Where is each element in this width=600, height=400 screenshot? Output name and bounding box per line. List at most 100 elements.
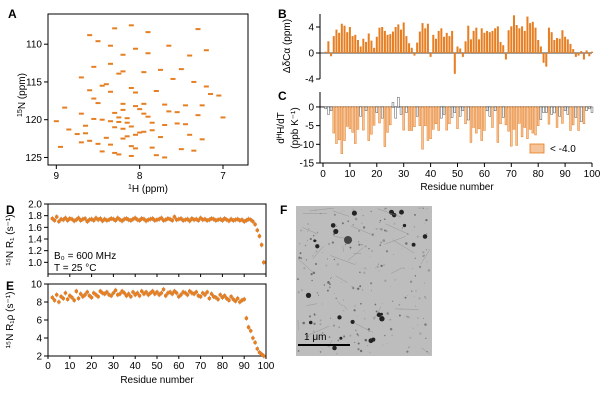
cα-shift-bar (330, 53, 333, 57)
r1rho-data-point (227, 298, 231, 303)
temp-coefficient-bar (351, 106, 354, 133)
tem-speck (367, 268, 369, 271)
tem-speck (361, 222, 363, 225)
temp-coefficient-bar (485, 106, 489, 111)
cα-shift-bar (340, 23, 343, 53)
panel-a-xlabel-sup: 1 (128, 184, 132, 191)
tem-speck (359, 271, 361, 274)
r1rho-data-point (216, 297, 220, 302)
hsqc-peak (120, 102, 126, 105)
r1rho-data-point (203, 293, 207, 297)
hsqc-peak (83, 132, 88, 135)
r1-data-point (253, 222, 257, 227)
cα-shift-bar (424, 28, 427, 53)
tem-speck (375, 310, 378, 313)
r1rho-data-point (70, 295, 74, 300)
r1rho-data-point (246, 325, 251, 330)
tem-speck (306, 239, 308, 241)
cα-shift-bar (453, 53, 456, 74)
hsqc-peak (178, 68, 184, 71)
r1rho-data-point (255, 347, 260, 351)
panel-c-legend-swatch (529, 143, 545, 154)
tem-speck (355, 262, 357, 264)
r1rho-data-point (85, 290, 90, 294)
temp-coefficient-bar (577, 106, 580, 131)
tem-particle (333, 228, 339, 234)
tem-speck (362, 309, 365, 312)
r1-ytick-label: 1.8 (28, 211, 42, 222)
temp-coefficient-bar (563, 106, 567, 111)
tem-speck (369, 255, 371, 257)
cα-shift-bar (558, 38, 561, 53)
hsqc-peak (99, 118, 105, 121)
tem-speck (360, 326, 363, 329)
tem-fibril (420, 248, 431, 265)
tem-speck (307, 336, 309, 338)
cα-shift-bar (464, 41, 467, 53)
temp-coefficient-bar (397, 96, 400, 108)
tem-fibril (335, 275, 348, 283)
cα-shift-bar (354, 34, 357, 53)
hsqc-peak (170, 77, 176, 80)
temp-coefficient-bar (542, 106, 545, 113)
hsqc-peak (120, 108, 126, 111)
r1rho-data-point (161, 287, 166, 292)
hsqc-peak (99, 84, 105, 87)
tem-speck (303, 267, 306, 270)
r1-data-point (255, 228, 260, 233)
tem-speck (326, 258, 329, 260)
hsqc-peak (191, 80, 197, 83)
tem-speck (357, 348, 360, 351)
tem-speck (414, 213, 416, 216)
tem-speck (337, 339, 340, 342)
tem-speck (390, 285, 392, 287)
r1rho-ytick-label: 4 (36, 334, 42, 345)
cα-shift-bar (572, 49, 575, 53)
tem-speck (347, 220, 350, 223)
temp-coefficient-bar (418, 106, 422, 126)
cα-shift-bar (478, 39, 481, 53)
tem-fibril (327, 340, 333, 348)
tem-speck (319, 351, 322, 353)
cα-shift-bar (346, 32, 349, 53)
temp-coefficient-bar (335, 106, 338, 144)
hsqc-peak (78, 76, 84, 79)
r1rho-data-point (159, 291, 164, 295)
temp-coefficient-bar (461, 106, 465, 111)
tem-speck (379, 244, 382, 246)
tem-speck (385, 250, 389, 253)
r1-data-point (262, 260, 266, 265)
cα-shift-bar (467, 25, 470, 53)
tem-speck (336, 237, 338, 239)
panel-b-ylabel: ΔδCα (ppm) (282, 19, 293, 73)
tem-speck (322, 348, 324, 350)
cα-shift-bar (574, 53, 577, 57)
cα-shift-bar (523, 30, 526, 53)
tem-speck (413, 296, 415, 298)
tem-speck (344, 243, 347, 246)
r1rho-xtick-label: 40 (130, 361, 142, 372)
hsqc-peak (83, 124, 88, 127)
r1rho-data-point (218, 293, 223, 297)
temp-coefficient-bar (483, 106, 486, 131)
hsqc-peak (133, 105, 138, 108)
hsqc-peak (124, 121, 130, 124)
panel-d-plot: 1.01.21.41.61.82.0 B₀ = 600 MHz T = 25 °… (28, 200, 267, 277)
r1rho-data-point (144, 290, 148, 294)
hsqc-peak (149, 146, 155, 149)
temp-coefficient-bar (558, 106, 561, 117)
temp-coefficient-bar (480, 106, 483, 141)
panel-c-ylabel-line2: (ppb K⁻¹) (290, 107, 301, 148)
tem-speck (360, 268, 362, 269)
temp-coefficient-bar (496, 106, 500, 143)
r1rho-data-point (262, 354, 266, 358)
temp-coefficient-bar (512, 106, 516, 130)
tem-speck (326, 289, 329, 292)
r1rho-data-point (235, 296, 240, 301)
temp-coefficient-bar (588, 106, 591, 110)
tem-speck (400, 247, 403, 250)
tem-speck (394, 343, 396, 345)
r1rho-data-point (61, 296, 66, 301)
hsqc-peak (95, 102, 101, 105)
